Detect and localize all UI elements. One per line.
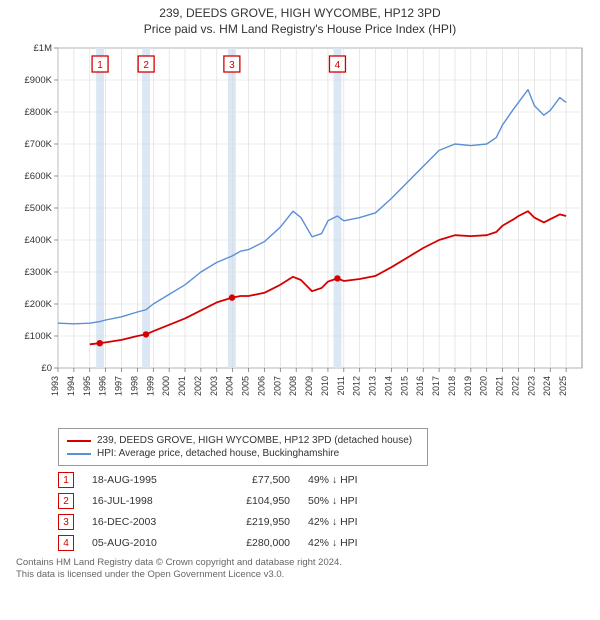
footer-text: Contains HM Land Registry data © Crown c…: [16, 557, 592, 582]
svg-text:£0: £0: [41, 363, 52, 374]
event-price: £104,950: [220, 495, 290, 507]
svg-text:£100K: £100K: [25, 331, 53, 342]
event-date: 16-JUL-1998: [92, 495, 202, 507]
chart-title: 239, DEEDS GROVE, HIGH WYCOMBE, HP12 3PD: [8, 6, 592, 20]
svg-text:1993: 1993: [50, 376, 60, 396]
svg-text:2000: 2000: [161, 376, 171, 396]
legend-box: 239, DEEDS GROVE, HIGH WYCOMBE, HP12 3PD…: [58, 428, 428, 466]
event-date: 18-AUG-1995: [92, 474, 202, 486]
svg-text:£900K: £900K: [25, 75, 53, 86]
chart-svg: 1 2 3 4 £0 £100K £200K £300K £400K £500K £600K £700…: [8, 42, 592, 422]
svg-text:1996: 1996: [98, 376, 108, 396]
svg-text:£600K: £600K: [25, 171, 53, 182]
legend-label: HPI: Average price, detached house, Buck…: [97, 448, 339, 459]
svg-text:£200K: £200K: [25, 299, 53, 310]
svg-text:2024: 2024: [542, 376, 552, 396]
svg-text:2002: 2002: [193, 376, 203, 396]
event-price: £219,950: [220, 516, 290, 528]
svg-text:1994: 1994: [66, 376, 76, 396]
event-pct: 50% ↓ HPI: [308, 495, 398, 507]
svg-text:1999: 1999: [145, 376, 155, 396]
event-marker-box: 4: [58, 535, 74, 551]
svg-text:2017: 2017: [431, 376, 441, 396]
svg-text:£800K: £800K: [25, 107, 53, 118]
svg-text:1995: 1995: [82, 376, 92, 396]
event-marker-box: 1: [58, 472, 74, 488]
event-marker-box: 2: [58, 493, 74, 509]
svg-text:2013: 2013: [368, 376, 378, 396]
svg-text:2: 2: [143, 60, 149, 71]
events-table: 1 18-AUG-1995 £77,500 49% ↓ HPI 2 16-JUL-1998…: [58, 472, 592, 551]
svg-text:2014: 2014: [383, 376, 393, 396]
svg-text:2022: 2022: [510, 376, 520, 396]
svg-text:1998: 1998: [129, 376, 139, 396]
svg-text:2005: 2005: [241, 376, 251, 396]
svg-text:1997: 1997: [114, 376, 124, 396]
svg-text:2006: 2006: [256, 376, 266, 396]
footer-line-2: This data is licensed under the Open Gov…: [16, 569, 592, 581]
event-pct: 42% ↓ HPI: [308, 516, 398, 528]
svg-text:2025: 2025: [558, 376, 568, 396]
svg-text:2021: 2021: [495, 376, 505, 396]
legend-swatch: [67, 440, 91, 442]
event-row: 1 18-AUG-1995 £77,500 49% ↓ HPI: [58, 472, 592, 488]
event-marker-box: 3: [58, 514, 74, 530]
event-price: £280,000: [220, 537, 290, 549]
chart-plot: 1 2 3 4 £0 £100K £200K £300K £400K £500K £600K £700…: [8, 42, 592, 422]
svg-text:2010: 2010: [320, 376, 330, 396]
svg-text:2016: 2016: [415, 376, 425, 396]
legend-entry: 239, DEEDS GROVE, HIGH WYCOMBE, HP12 3PD…: [67, 435, 419, 446]
event-price: £77,500: [220, 474, 290, 486]
event-row: 4 05-AUG-2010 £280,000 42% ↓ HPI: [58, 535, 592, 551]
svg-text:2004: 2004: [225, 376, 235, 396]
event-row: 2 16-JUL-1998 £104,950 50% ↓ HPI: [58, 493, 592, 509]
svg-text:2003: 2003: [209, 376, 219, 396]
svg-text:4: 4: [335, 60, 341, 71]
chart-container: 239, DEEDS GROVE, HIGH WYCOMBE, HP12 3PD…: [0, 0, 600, 586]
event-pct: 49% ↓ HPI: [308, 474, 398, 486]
svg-text:1: 1: [97, 60, 103, 71]
svg-text:£700K: £700K: [25, 139, 53, 150]
event-date: 16-DEC-2003: [92, 516, 202, 528]
svg-text:2019: 2019: [463, 376, 473, 396]
svg-text:2011: 2011: [336, 376, 346, 395]
svg-text:£400K: £400K: [25, 235, 53, 246]
svg-text:2008: 2008: [288, 376, 298, 396]
legend-label: 239, DEEDS GROVE, HIGH WYCOMBE, HP12 3PD…: [97, 435, 412, 446]
event-date: 05-AUG-2010: [92, 537, 202, 549]
legend-swatch: [67, 453, 91, 455]
svg-text:3: 3: [229, 60, 235, 71]
svg-text:2023: 2023: [526, 376, 536, 396]
event-pct: 42% ↓ HPI: [308, 537, 398, 549]
chart-subtitle: Price paid vs. HM Land Registry's House …: [8, 22, 592, 36]
svg-text:2009: 2009: [304, 376, 314, 396]
svg-text:2007: 2007: [272, 376, 282, 396]
event-row: 3 16-DEC-2003 £219,950 42% ↓ HPI: [58, 514, 592, 530]
svg-text:2015: 2015: [399, 376, 409, 396]
footer-line-1: Contains HM Land Registry data © Crown c…: [16, 557, 592, 569]
svg-text:£500K: £500K: [25, 203, 53, 214]
svg-text:2001: 2001: [177, 376, 187, 396]
svg-text:£300K: £300K: [25, 267, 53, 278]
svg-text:2012: 2012: [352, 376, 362, 396]
legend-entry: HPI: Average price, detached house, Buck…: [67, 448, 419, 459]
svg-text:£1M: £1M: [34, 43, 53, 54]
svg-text:2020: 2020: [479, 376, 489, 396]
svg-text:2018: 2018: [447, 376, 457, 396]
